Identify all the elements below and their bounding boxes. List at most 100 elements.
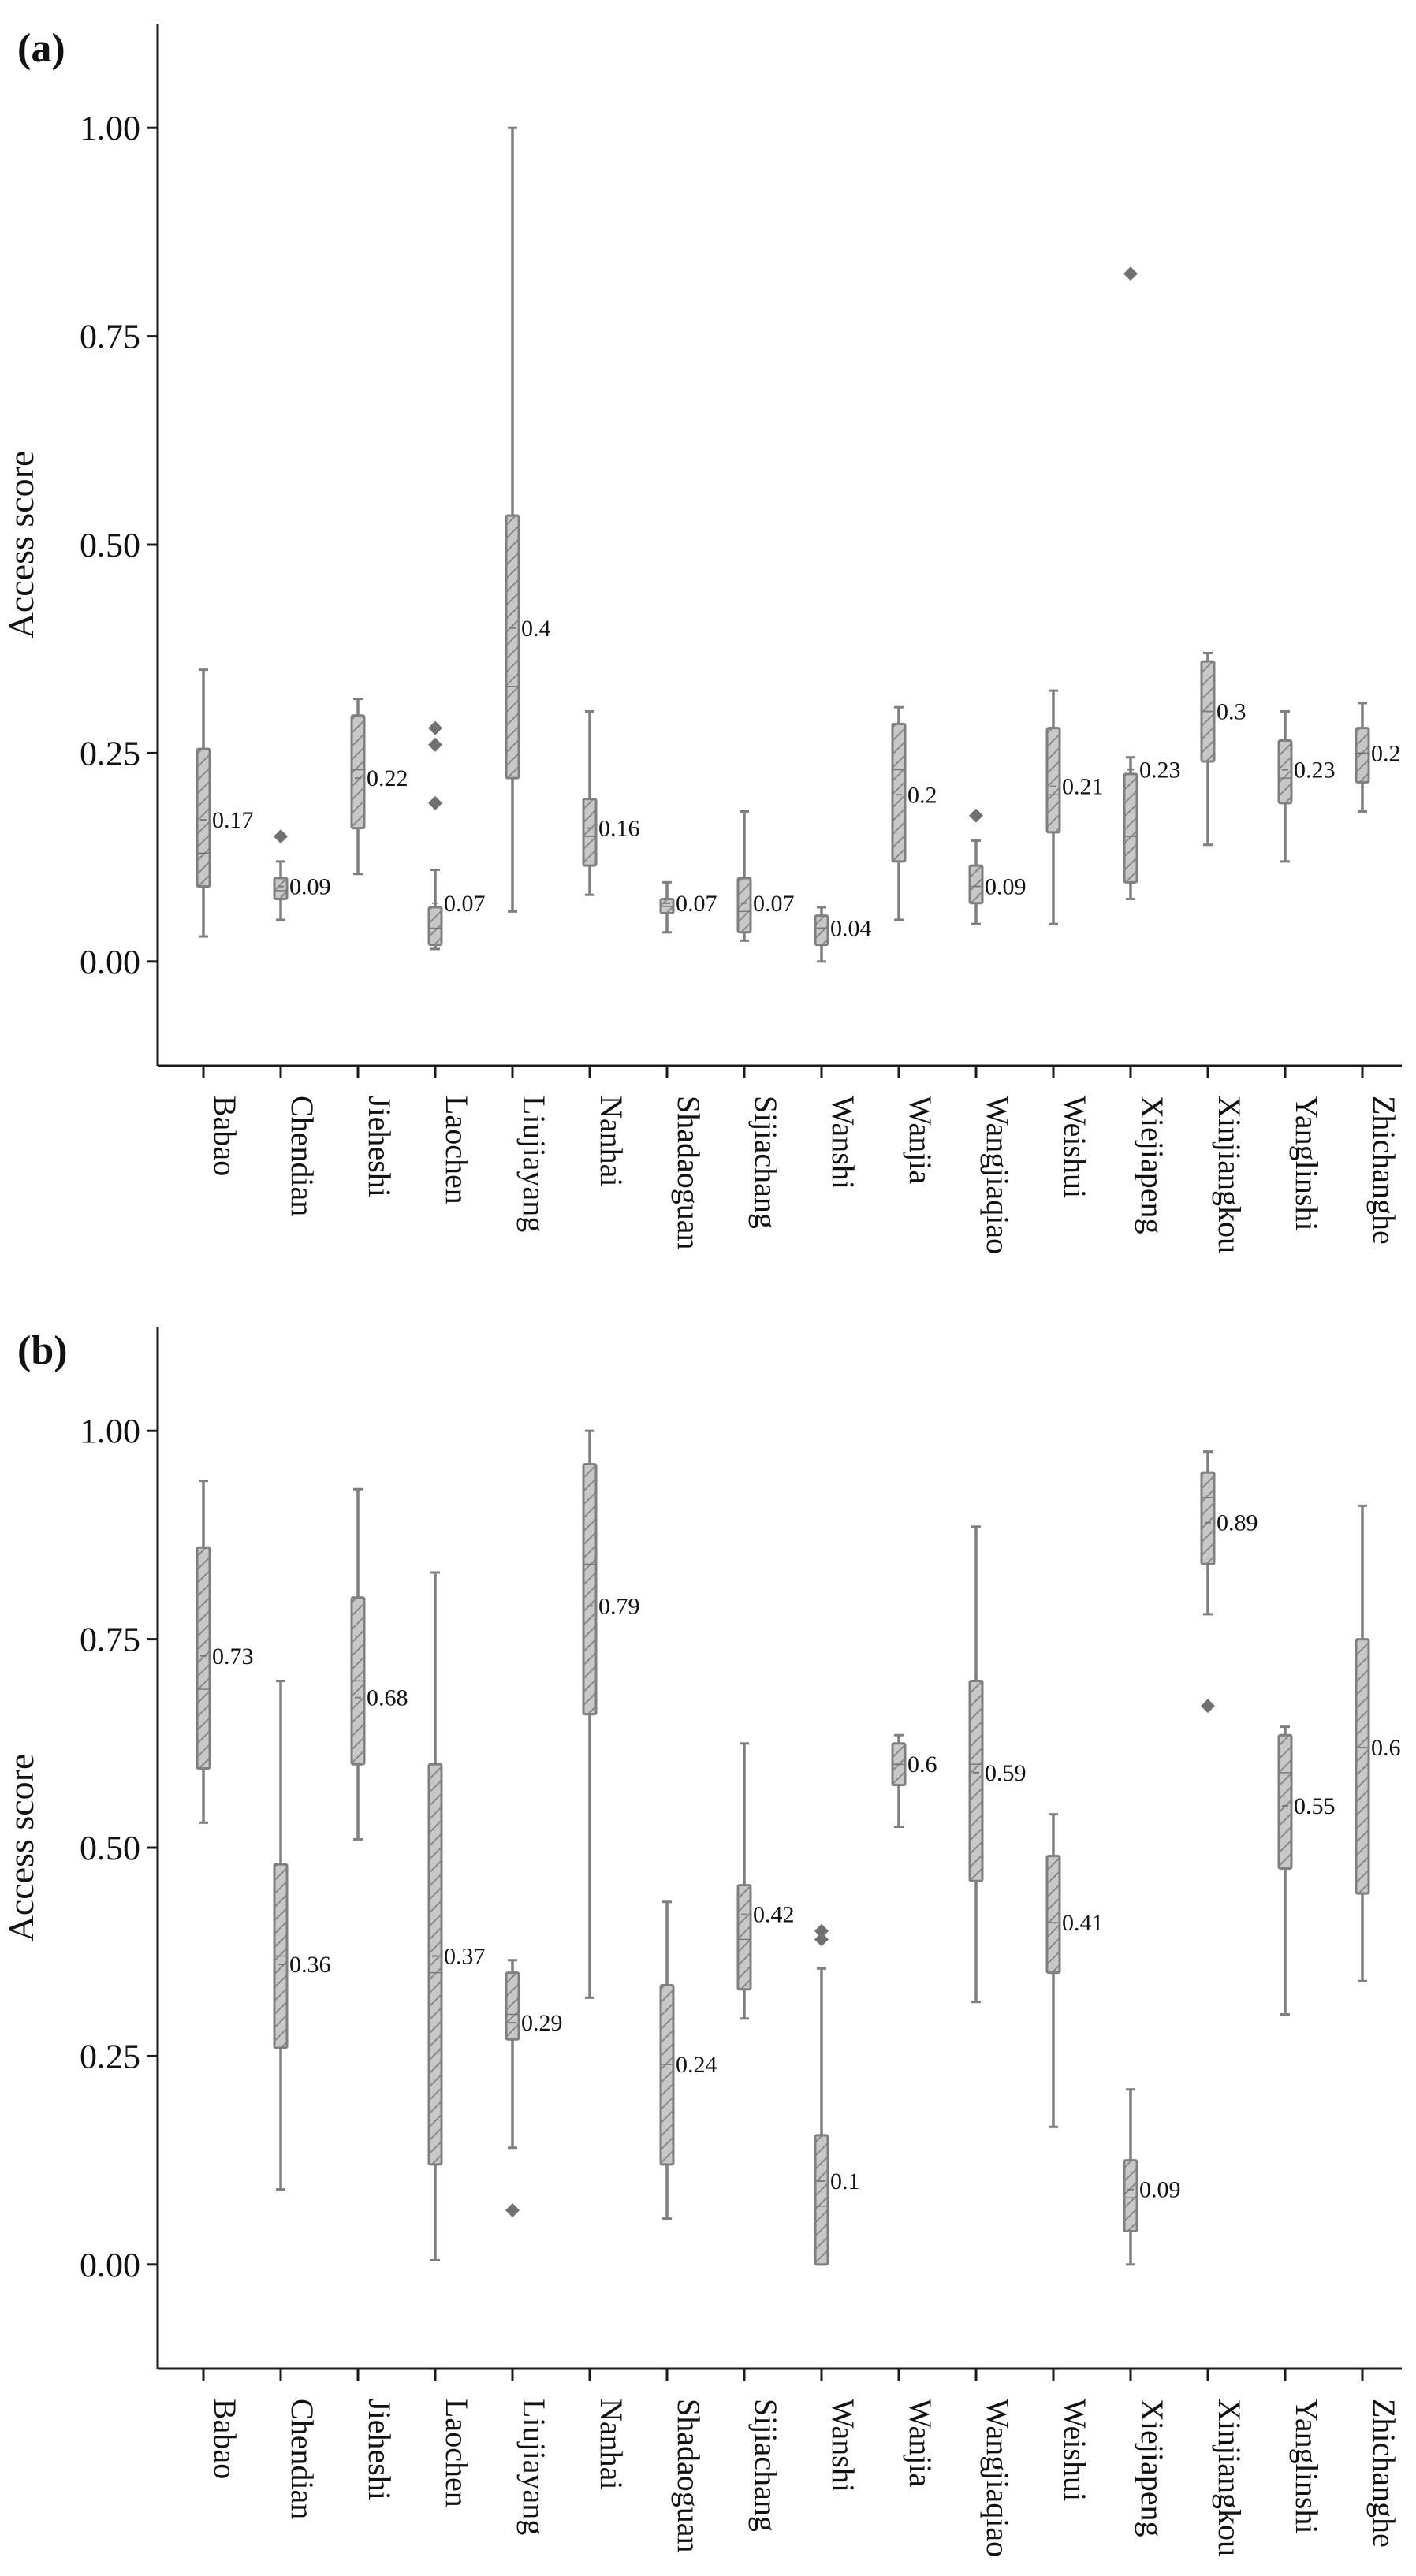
category-label-0-8: Wanshi xyxy=(825,1096,861,1189)
outlier-0-10-0 xyxy=(969,808,983,823)
box-0-12 xyxy=(1123,772,1138,884)
box-0-9 xyxy=(891,722,907,863)
category-label-1-2: Jieheshi xyxy=(362,2399,397,2500)
box-1-8 xyxy=(814,2134,829,2266)
category-label-0-3: Laochen xyxy=(439,1096,475,1204)
mean-label-0-1: 0.09 xyxy=(289,874,331,900)
category-label-1-10: Wangjiaqiao xyxy=(980,2399,1015,2557)
outlier-1-8-1 xyxy=(814,1923,829,1938)
category-label-0-0: Babao xyxy=(207,1096,243,1176)
mean-label-1-7: 0.42 xyxy=(753,1902,795,1928)
y-axis-title-1: Access score xyxy=(1,1754,41,1942)
category-label-0-13: Xinjiangkou xyxy=(1212,1096,1247,1253)
category-label-1-7: Sijiachang xyxy=(748,2399,784,2532)
mean-label-1-3: 0.37 xyxy=(444,1943,486,1969)
panel-label-1: (b) xyxy=(17,1328,68,1373)
box-0-14 xyxy=(1277,739,1293,805)
category-label-1-8: Wanshi xyxy=(825,2399,861,2492)
y-tick-label-1-0: 0.00 xyxy=(80,2246,140,2284)
category-label-0-6: Shadaoguan xyxy=(671,1096,706,1250)
box-0-10 xyxy=(968,864,984,905)
box-1-10 xyxy=(968,1679,984,1882)
category-label-1-15: Zhichanghe xyxy=(1366,2399,1402,2548)
mean-label-0-0: 0.17 xyxy=(212,807,254,833)
outlier-1-8-0 xyxy=(814,1932,829,1947)
category-label-0-5: Nanhai xyxy=(594,1096,629,1187)
box-0-3 xyxy=(427,906,443,947)
category-label-1-4: Liujiayang xyxy=(516,2399,552,2535)
category-label-0-2: Jieheshi xyxy=(362,1096,397,1197)
box-1-12 xyxy=(1123,2159,1138,2232)
box-1-6 xyxy=(659,1984,675,2166)
category-label-0-14: Yanglinshi xyxy=(1289,1096,1325,1231)
category-label-0-7: Sijiachang xyxy=(748,1096,784,1229)
y-tick-label-0-3: 0.75 xyxy=(80,318,140,356)
category-label-1-11: Weishui xyxy=(1057,2399,1093,2501)
mean-label-1-14: 0.55 xyxy=(1294,1793,1336,1819)
mean-label-0-7: 0.07 xyxy=(753,891,795,917)
mean-label-0-10: 0.09 xyxy=(985,874,1027,900)
outlier-1-13-0 xyxy=(1201,1699,1215,1714)
category-label-1-12: Xiejiapeng xyxy=(1135,2399,1170,2537)
mean-label-0-15: 0.2 xyxy=(1371,740,1401,766)
category-label-1-6: Shadaoguan xyxy=(671,2399,706,2553)
mean-label-1-4: 0.29 xyxy=(521,2010,563,2036)
mean-label-0-12: 0.23 xyxy=(1139,758,1181,784)
category-label-0-9: Wanjia xyxy=(903,1096,938,1185)
box-1-3 xyxy=(427,1763,443,2166)
mean-label-0-14: 0.23 xyxy=(1294,758,1336,784)
y-tick-label-0-4: 1.00 xyxy=(80,109,140,147)
box-0-11 xyxy=(1045,727,1061,834)
outlier-0-3-2 xyxy=(428,720,442,735)
box-1-14 xyxy=(1277,1733,1293,1870)
mean-label-1-13: 0.89 xyxy=(1217,1510,1258,1536)
mean-label-0-8: 0.04 xyxy=(830,915,872,941)
mean-label-0-6: 0.07 xyxy=(676,891,717,917)
y-tick-label-0-1: 0.25 xyxy=(80,734,140,772)
y-tick-label-1-2: 0.50 xyxy=(80,1829,140,1867)
outlier-0-1-0 xyxy=(274,829,288,844)
box-0-8 xyxy=(814,914,829,947)
category-label-1-13: Xinjiangkou xyxy=(1212,2399,1247,2556)
category-label-1-5: Nanhai xyxy=(594,2399,629,2490)
box-0-15 xyxy=(1355,727,1370,784)
category-label-1-14: Yanglinshi xyxy=(1289,2399,1325,2534)
y-tick-label-1-3: 0.75 xyxy=(80,1621,140,1659)
mean-label-1-12: 0.09 xyxy=(1139,2177,1181,2203)
category-label-0-1: Chendian xyxy=(285,1096,320,1216)
mean-label-0-9: 0.2 xyxy=(907,782,937,808)
category-label-0-4: Liujiayang xyxy=(516,1096,552,1232)
category-label-0-10: Wangjiaqiao xyxy=(980,1096,1015,1254)
mean-label-1-8: 0.1 xyxy=(830,2168,860,2194)
box-1-7 xyxy=(736,1884,752,1991)
mean-label-1-5: 0.79 xyxy=(598,1593,640,1619)
mean-label-0-2: 0.22 xyxy=(367,765,408,791)
mean-label-0-5: 0.16 xyxy=(598,816,640,842)
category-label-0-12: Xiejiapeng xyxy=(1135,1096,1170,1234)
box-1-15 xyxy=(1355,1638,1370,1895)
y-tick-label-1-1: 0.25 xyxy=(80,2037,140,2075)
mean-label-1-1: 0.36 xyxy=(289,1952,331,1978)
box-0-5 xyxy=(582,798,598,867)
panel-label-0: (a) xyxy=(17,26,65,71)
box-0-1 xyxy=(273,877,289,900)
box-0-4 xyxy=(505,514,520,780)
mean-label-1-0: 0.73 xyxy=(212,1644,254,1670)
box-1-11 xyxy=(1045,1855,1061,1975)
category-label-0-15: Zhichanghe xyxy=(1366,1096,1402,1245)
category-label-1-3: Laochen xyxy=(439,2399,475,2507)
category-label-1-1: Chendian xyxy=(285,2399,320,2519)
category-label-0-11: Weishui xyxy=(1057,1096,1093,1198)
mean-label-0-4: 0.4 xyxy=(521,616,551,642)
mean-label-0-13: 0.3 xyxy=(1217,699,1246,725)
category-label-1-0: Babao xyxy=(207,2399,243,2479)
box-1-0 xyxy=(196,1546,211,1770)
mean-label-1-15: 0.6 xyxy=(1371,1735,1401,1761)
box-0-0 xyxy=(196,747,211,888)
y-axis-title-0: Access score xyxy=(1,451,41,639)
mean-label-1-2: 0.68 xyxy=(367,1685,408,1711)
outlier-0-3-0 xyxy=(428,795,442,810)
mean-label-0-11: 0.21 xyxy=(1062,774,1104,800)
